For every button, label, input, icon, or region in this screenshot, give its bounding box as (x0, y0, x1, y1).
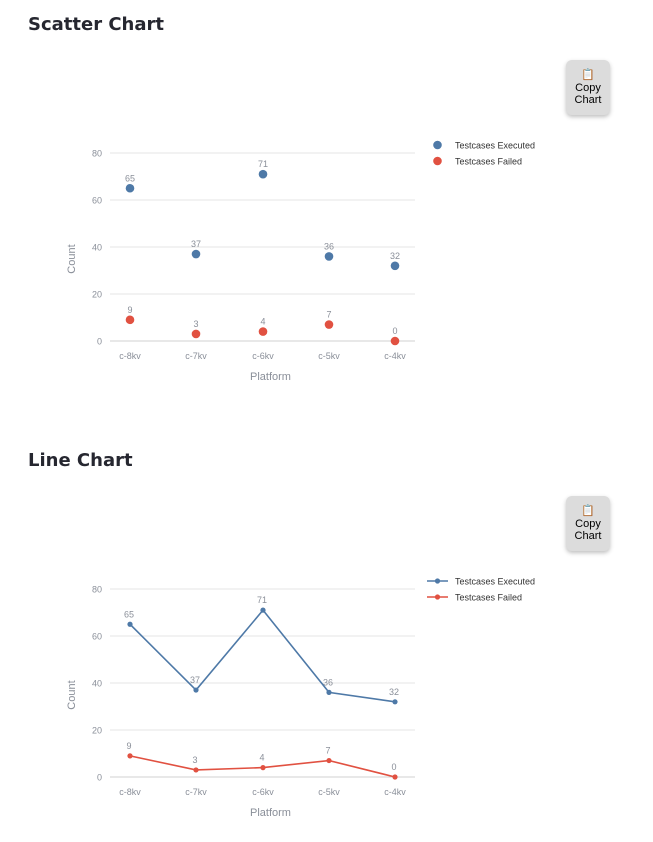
data-label: 3 (193, 319, 198, 329)
y-axis-title: Count (66, 244, 78, 273)
y-tick-label: 0 (97, 773, 102, 783)
data-label: 4 (260, 317, 265, 327)
failed-point (326, 757, 332, 764)
failed-point (191, 329, 201, 339)
x-tick-label: c-7kv (185, 351, 207, 361)
failed-point (127, 753, 133, 759)
copy-chart-button[interactable]: 📋 Copy Chart (566, 496, 610, 551)
failed-point (260, 765, 266, 771)
legend-swatch (433, 156, 442, 166)
executed-line (129, 608, 396, 703)
x-tick-label: c-8kv (119, 351, 141, 361)
executed-point (193, 687, 199, 693)
x-axis-title: Platform (250, 807, 291, 819)
line-chart-title: Line Chart (28, 450, 133, 471)
legend-label: Testcases Failed (455, 593, 522, 603)
executed-point (258, 169, 268, 179)
y-tick-label: 0 (97, 337, 102, 347)
executed-point (392, 699, 398, 705)
data-label: 0 (392, 326, 397, 336)
failed-point (193, 767, 199, 773)
y-axis-title: Count (66, 680, 78, 709)
failed-point (125, 315, 135, 325)
legend-swatch (434, 578, 441, 584)
data-label: 3 (192, 755, 197, 765)
data-label: 37 (191, 239, 201, 249)
y-tick-label: 60 (92, 196, 102, 206)
x-tick-label: c-7kv (185, 787, 207, 797)
data-label: 36 (324, 241, 334, 251)
legend-swatch (433, 140, 442, 150)
data-label: 65 (125, 173, 135, 183)
executed-point (326, 689, 332, 695)
failed-point (392, 774, 398, 780)
failed-point (390, 336, 400, 346)
failed-point (258, 327, 268, 336)
clipboard-icon: 📋 (581, 69, 595, 81)
data-label: 71 (257, 595, 267, 605)
executed-point (390, 261, 400, 271)
executed-point (125, 183, 135, 193)
x-axis-title: Platform (250, 371, 291, 383)
y-tick-label: 20 (92, 290, 102, 300)
x-tick-label: c-5kv (318, 787, 340, 797)
y-tick-label: 40 (92, 243, 102, 253)
copy-chart-button[interactable]: 📋 Copy Chart (566, 60, 610, 115)
data-label: 32 (390, 251, 400, 261)
x-tick-label: c-6kv (252, 351, 274, 361)
data-label: 0 (391, 762, 396, 772)
data-label: 65 (124, 609, 134, 619)
executed-point (127, 621, 133, 627)
y-tick-label: 80 (92, 149, 102, 159)
data-label: 32 (389, 687, 399, 697)
legend-label: Testcases Executed (455, 577, 535, 587)
y-tick-label: 20 (92, 726, 102, 736)
y-tick-label: 40 (92, 679, 102, 689)
legend-swatch (434, 594, 441, 600)
scatter-chart-title: Scatter Chart (28, 14, 164, 35)
copy-chart-label: Copy Chart (574, 82, 602, 106)
data-label: 37 (190, 675, 200, 685)
x-tick-label: c-4kv (384, 351, 406, 361)
data-label: 7 (326, 310, 331, 320)
data-label: 71 (258, 159, 268, 169)
executed-point (260, 607, 266, 613)
x-tick-label: c-6kv (252, 787, 274, 797)
data-label: 9 (126, 741, 131, 751)
y-tick-label: 60 (92, 632, 102, 642)
data-label: 7 (325, 746, 330, 756)
x-tick-label: c-4kv (384, 787, 406, 797)
x-tick-label: c-5kv (318, 351, 340, 361)
legend-label: Testcases Failed (455, 157, 522, 167)
data-label: 36 (323, 677, 333, 687)
data-label: 9 (127, 305, 132, 315)
legend-label: Testcases Executed (455, 141, 535, 151)
x-tick-label: c-8kv (119, 787, 141, 797)
copy-chart-label: Copy Chart (574, 518, 602, 542)
data-label: 4 (259, 753, 264, 763)
y-tick-label: 80 (92, 585, 102, 595)
executed-point (191, 249, 201, 259)
executed-point (324, 252, 334, 261)
clipboard-icon: 📋 (581, 505, 595, 517)
failed-point (324, 320, 334, 329)
